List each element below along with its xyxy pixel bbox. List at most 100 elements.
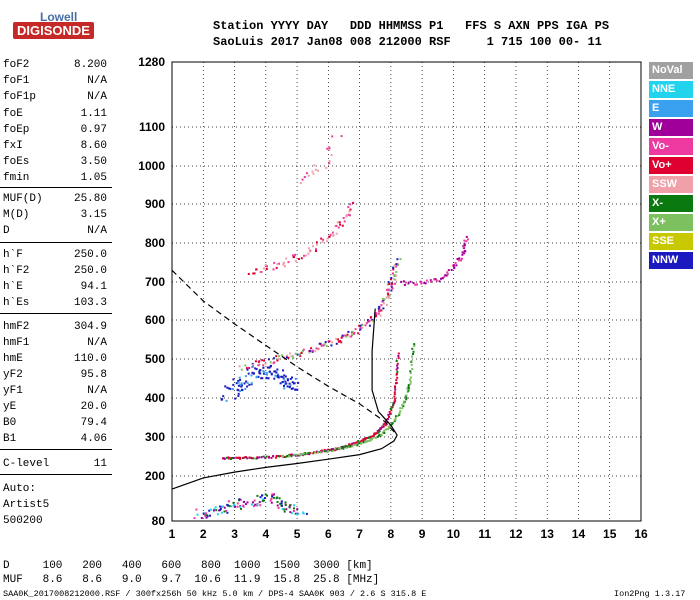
y-tick-label: 1000: [138, 159, 165, 173]
mid-cluster-point: [244, 375, 247, 378]
mid-cluster-point: [276, 374, 279, 377]
w-trace-point: [435, 279, 438, 282]
es-point: [206, 514, 209, 517]
o-trace-point: [262, 455, 265, 458]
second-hop-point: [252, 363, 255, 366]
second-hop-point: [257, 360, 260, 363]
o-trace-point: [256, 456, 259, 459]
third-hop-point: [312, 245, 314, 248]
mid-cluster-point: [289, 384, 292, 387]
o-trace-point: [393, 402, 396, 405]
mid-cluster-point: [250, 383, 253, 386]
es-point: [263, 499, 265, 502]
x-trace-point: [398, 413, 401, 416]
mid-cluster-point: [262, 366, 265, 369]
mid-cluster-point: [237, 381, 240, 384]
o-trace-point: [395, 368, 398, 371]
param-key: foF2: [3, 59, 30, 71]
fourth-hop-point: [303, 176, 306, 178]
param-value: 25.80: [73, 193, 107, 205]
es-point: [215, 509, 218, 512]
o-trace-point: [246, 457, 249, 460]
w-trace-point: [463, 252, 466, 255]
param-row-d: D N/A: [3, 225, 107, 239]
second-hop-point: [308, 349, 311, 352]
o-trace-point: [283, 455, 286, 458]
x-trace-point: [411, 347, 414, 350]
param-value: 103.3: [73, 297, 107, 309]
o-trace-point: [232, 457, 235, 459]
w-trace-point: [423, 282, 426, 284]
es-point: [305, 512, 308, 515]
es-point: [212, 509, 215, 512]
third-hop-point: [282, 263, 285, 266]
x-trace-point: [349, 445, 352, 448]
second-hop-point: [395, 274, 398, 277]
w-trace-point: [450, 269, 453, 271]
o-trace-point: [394, 400, 397, 403]
o-trace-point: [389, 408, 392, 410]
second-hop-point: [296, 353, 299, 356]
x-trace-point: [387, 425, 390, 428]
mid-cluster-point: [229, 387, 232, 390]
x-trace-point: [344, 446, 347, 448]
third-hop-point: [348, 210, 351, 213]
second-hop-point: [382, 299, 385, 302]
w-trace-point: [463, 242, 466, 245]
mid-cluster-point: [256, 375, 259, 378]
o-trace-point: [396, 370, 399, 373]
x-trace-point: [390, 423, 393, 426]
fourth-hop-point: [328, 148, 331, 151]
third-hop-point: [276, 263, 279, 266]
param-value: N/A: [87, 385, 107, 397]
second-hop-point: [382, 307, 385, 310]
mid-cluster-point: [239, 378, 242, 381]
x-tick-label: 14: [572, 527, 586, 541]
mid-cluster-point: [284, 380, 287, 383]
es-point: [213, 508, 216, 511]
o-trace-point: [372, 435, 375, 438]
third-hop-point: [266, 265, 268, 268]
x-trace-point: [356, 444, 359, 447]
second-hop-point: [346, 333, 349, 336]
second-hop-point: [380, 304, 383, 307]
o-trace-point: [396, 366, 399, 369]
second-hop-point: [388, 283, 391, 285]
w-trace-point: [425, 279, 428, 282]
o-trace-point: [265, 455, 268, 458]
mid-cluster-point: [279, 382, 282, 385]
o-trace-point: [227, 456, 230, 459]
mid-cluster-point: [235, 382, 238, 385]
o-trace-point: [394, 386, 397, 389]
mid-cluster-point: [288, 382, 291, 385]
mid-cluster-point: [262, 372, 265, 375]
w-trace-point: [446, 273, 449, 276]
third-hop-point: [321, 241, 324, 243]
mid-cluster-point: [282, 369, 284, 372]
x-trace-point: [401, 407, 404, 410]
second-hop-point: [367, 320, 370, 323]
mid-cluster-point: [239, 390, 241, 392]
x-tick-label: 5: [294, 527, 301, 541]
param-value: 8.200: [73, 59, 107, 71]
o-trace-point: [362, 439, 365, 442]
second-hop-point: [301, 349, 304, 352]
third-hop-point: [338, 221, 341, 224]
o-trace-point: [392, 403, 395, 406]
profile-solid-line: [171, 308, 398, 490]
second-hop-point: [386, 283, 389, 286]
mid-cluster-point: [288, 386, 291, 388]
es-point: [283, 510, 286, 513]
third-hop-point: [287, 261, 290, 264]
second-hop-point: [294, 352, 297, 355]
param-value: 95.8: [80, 369, 107, 381]
o-trace-point: [323, 448, 326, 451]
param-row-yf2: yF2 95.8: [3, 369, 107, 383]
w-trace-point: [464, 250, 467, 253]
x-trace-point: [334, 447, 337, 450]
w-trace-point: [456, 258, 459, 260]
es-point: [276, 504, 279, 507]
x-trace-point: [345, 446, 348, 449]
x-trace-point: [410, 359, 413, 362]
o-trace-point: [377, 431, 380, 434]
